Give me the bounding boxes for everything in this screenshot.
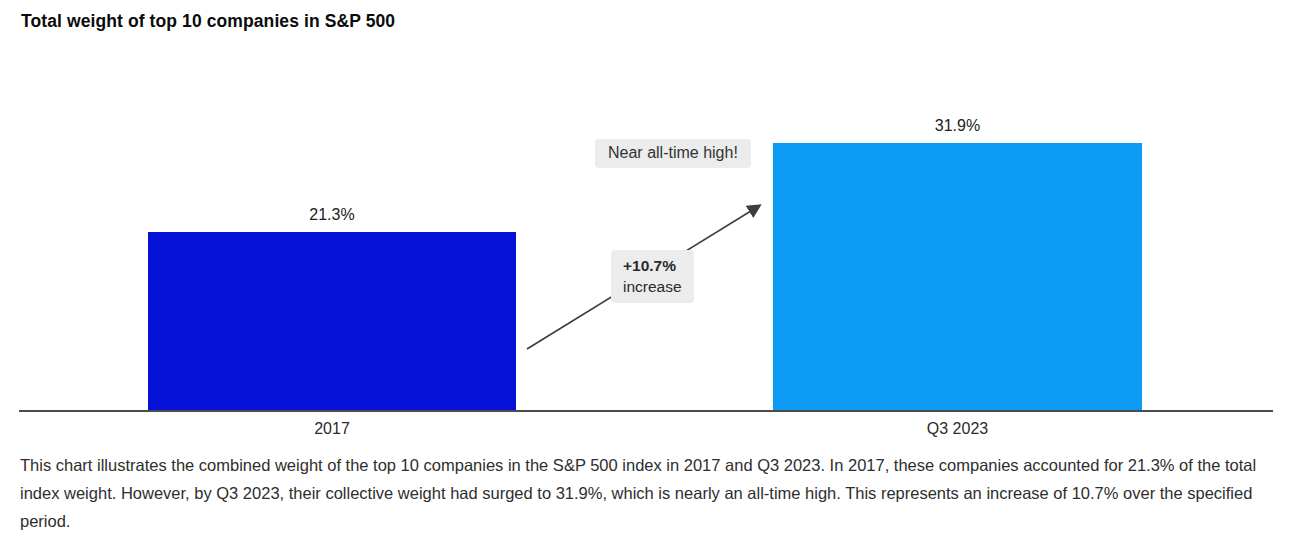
delta-text-label: increase [623,276,682,297]
bar-group-2017: 21.3% [148,206,516,410]
delta-value-label: +10.7% [623,255,682,276]
callout-near-all-time-high: Near all-time high! [595,139,751,168]
bar-q3-2023[interactable] [773,143,1142,410]
bar-2017[interactable] [148,232,516,410]
chart-caption: This chart illustrates the combined weig… [20,451,1274,535]
x-tick-label-2017: 2017 [148,420,516,438]
chart-title: Total weight of top 10 companies in S&P … [21,11,395,32]
bar-value-label-q3-2023: 31.9% [935,117,980,135]
bar-value-label-2017: 21.3% [309,206,354,224]
x-axis-line [19,410,1273,412]
delta-annotation: +10.7% increase [611,250,694,303]
chart-page: Total weight of top 10 companies in S&P … [0,0,1292,540]
bar-group-q3-2023: 31.9% [773,117,1142,410]
x-tick-label-q3-2023: Q3 2023 [773,420,1142,438]
